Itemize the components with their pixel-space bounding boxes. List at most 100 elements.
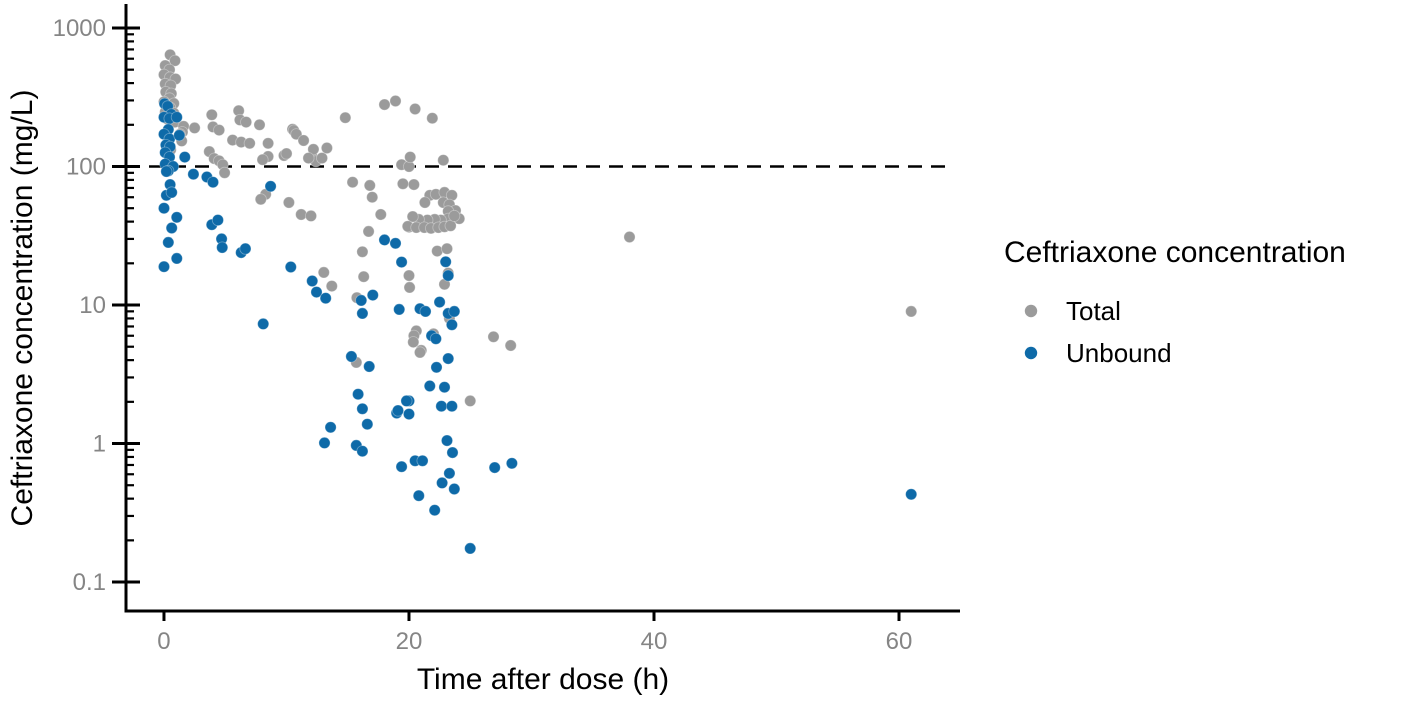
data-point-total (205, 108, 218, 121)
data-point-total (504, 339, 517, 352)
data-point-total (188, 121, 201, 134)
data-point-total (339, 111, 352, 124)
data-point-unbound (170, 252, 183, 265)
y-axis-ticks: 1000 100 10 1 0.1 (53, 15, 140, 596)
data-point-total (905, 305, 918, 318)
data-point-unbound (363, 360, 376, 373)
data-point-total (363, 179, 376, 192)
data-point-unbound (448, 482, 461, 495)
data-point-total (418, 196, 431, 209)
data-point-unbound (284, 260, 297, 273)
data-point-unbound (429, 332, 442, 345)
data-point-unbound (206, 176, 219, 189)
data-point-total (307, 143, 320, 156)
data-point-unbound (389, 237, 402, 250)
data-point-unbound (430, 361, 443, 374)
data-point-total (290, 128, 303, 141)
data-point-unbound (448, 305, 461, 318)
data-point-unbound (464, 542, 477, 555)
data-point-unbound (391, 404, 404, 417)
data-point-total (389, 95, 402, 108)
data-point-unbound (361, 418, 374, 431)
data-point-unbound (165, 221, 178, 234)
data-point-unbound (438, 381, 451, 394)
data-point-total (403, 281, 416, 294)
data-point-total (240, 116, 253, 129)
data-point-total (406, 210, 419, 223)
data-point-unbound (446, 446, 459, 459)
legend-dot-unbound (1024, 346, 1038, 360)
data-point-unbound (355, 294, 368, 307)
data-point-unbound (412, 489, 425, 502)
data-point-unbound (187, 168, 200, 181)
data-point-unbound (436, 476, 449, 489)
legend: Ceftriaxone concentration Total Unbound (1004, 236, 1346, 368)
data-point-unbound (178, 151, 191, 164)
y-tick-label: 1000 (53, 15, 106, 42)
data-point-unbound (165, 186, 178, 199)
data-point-total (320, 141, 333, 154)
data-point-unbound (428, 504, 441, 517)
data-point-total (431, 245, 444, 258)
data-point-unbound (310, 286, 323, 299)
data-point-total (280, 147, 293, 160)
data-point-unbound (400, 394, 413, 407)
data-point-total (254, 193, 267, 206)
data-point-unbound (160, 165, 173, 178)
data-point-unbound (257, 317, 270, 330)
x-axis: 0 20 40 60 (124, 609, 960, 655)
data-point-unbound (306, 274, 319, 287)
data-point-total (357, 270, 370, 283)
x-tick-label: 20 (396, 628, 423, 655)
data-point-unbound (395, 460, 408, 473)
data-point-total (426, 112, 439, 125)
data-point-unbound (157, 260, 170, 273)
data-point-unbound (442, 269, 455, 282)
y-axis-title: Ceftriaxone concentration (mg/L) (6, 90, 39, 527)
data-point-total (295, 208, 308, 221)
legend-label-total: Total (1066, 296, 1121, 326)
data-point-total (325, 280, 338, 293)
x-axis-title: Time after dose (h) (417, 663, 669, 696)
y-tick-label: 10 (79, 292, 106, 319)
data-point-total (346, 176, 359, 189)
legend-title: Ceftriaxone concentration (1004, 236, 1346, 269)
y-tick-label: 0.1 (73, 569, 106, 596)
data-point-total (356, 245, 369, 258)
data-point-unbound (356, 307, 369, 320)
data-point-total (304, 209, 317, 222)
data-point-total (440, 242, 453, 255)
data-point-total (282, 196, 295, 209)
data-point-unbound (402, 408, 415, 421)
data-point-unbound (505, 457, 518, 470)
data-point-total (213, 124, 226, 137)
data-point-unbound (416, 454, 429, 467)
data-point-total (444, 219, 457, 232)
data-point-unbound (211, 214, 224, 227)
data-point-total (464, 394, 477, 407)
data-point-total (218, 166, 231, 179)
data-point-total (413, 346, 426, 359)
data-point-total (302, 152, 315, 165)
data-point-total (317, 266, 330, 279)
data-point-unbound (905, 488, 918, 501)
data-point-total (437, 154, 450, 167)
data-point-total (407, 336, 420, 349)
data-point-total (253, 118, 266, 131)
data-point-unbound (264, 180, 277, 193)
data-point-total (448, 209, 461, 222)
data-point-total (487, 330, 500, 343)
data-point-unbound (435, 400, 448, 413)
data-point-unbound (443, 467, 456, 480)
series-total (157, 48, 918, 407)
data-point-unbound (442, 352, 455, 365)
data-point-unbound (170, 111, 183, 124)
data-point-total (402, 269, 415, 282)
data-point-unbound (173, 129, 186, 142)
data-point-total (168, 54, 181, 67)
data-point-unbound (445, 318, 458, 331)
data-point-unbound (318, 436, 331, 449)
data-point-unbound (439, 255, 452, 268)
